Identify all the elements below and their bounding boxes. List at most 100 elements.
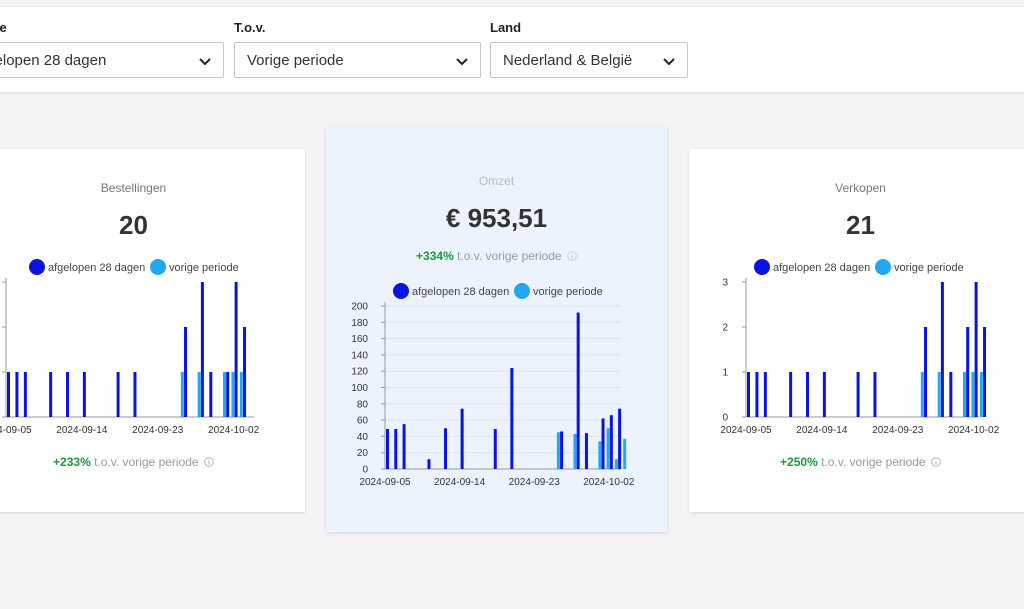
bar (15, 372, 19, 417)
x-tick-label: 2024-09-23 (509, 477, 561, 488)
chevron-down-icon (199, 58, 211, 66)
y-tick-label: 0 (722, 413, 728, 424)
compare-label: t.o.v. vorige periode (457, 249, 562, 263)
bar (386, 429, 389, 469)
bar (971, 372, 975, 417)
bar (444, 428, 448, 469)
x-tick-label: 2024-09-14 (56, 425, 108, 436)
bar (584, 433, 588, 469)
bar (755, 372, 759, 417)
bar (427, 459, 431, 469)
compare-label: t.o.v. vorige periode (821, 455, 926, 469)
info-icon[interactable] (204, 457, 214, 467)
bar (623, 438, 627, 469)
bar (747, 372, 750, 417)
select-value: Vorige periode (247, 51, 344, 69)
bar (180, 372, 184, 417)
bar (920, 372, 924, 417)
bar (243, 327, 247, 417)
bar (239, 372, 243, 417)
filter-label: Periode (0, 20, 7, 35)
bar (560, 431, 564, 469)
legend-marker (514, 283, 530, 299)
y-tick-label: 1 (722, 368, 728, 379)
compare-row: +334% t.o.v. vorige periode (326, 249, 667, 263)
info-icon[interactable] (931, 457, 941, 467)
compare-percentage: +250% (780, 455, 818, 469)
y-tick-label: 0 (362, 465, 368, 476)
bar (7, 372, 10, 417)
card-title: Omzet (478, 174, 515, 188)
select-value: Afgelopen 28 dagen (0, 51, 107, 69)
bar (82, 372, 86, 417)
bar (184, 327, 188, 417)
info-icon[interactable] (567, 251, 577, 261)
bar (962, 372, 966, 417)
x-tick-label: 2024-09-23 (132, 425, 184, 436)
filter-bar: Periode Afgelopen 28 dagen T.o.v. Vorige… (0, 7, 1024, 93)
legend-label: vorige periode (169, 262, 239, 274)
bar (789, 372, 793, 417)
x-tick-label: 2024-10-02 (583, 477, 635, 488)
y-tick-label: 80 (357, 399, 369, 410)
y-tick-label: 20 (357, 448, 369, 459)
legend-label: afgelopen 28 dagen (412, 286, 509, 298)
filter-land: Land Nederland & België (490, 19, 688, 78)
x-tick-label: 2024-09-23 (872, 425, 924, 436)
legend-marker (754, 259, 770, 275)
x-tick-label: 2024-09-05 (720, 425, 772, 436)
y-tick-label: 140 (351, 350, 368, 361)
card-value: 20 (119, 210, 148, 240)
x-tick-label: 2024-09-14 (796, 425, 848, 436)
bar (966, 327, 970, 417)
y-tick-label: 200 (351, 302, 368, 313)
x-tick-label: 2024-09-05 (0, 425, 32, 436)
bar (856, 372, 860, 417)
bar (23, 372, 27, 417)
compare-percentage: +334% (416, 249, 454, 263)
bar (222, 372, 226, 417)
filter-periode: Periode Afgelopen 28 dagen (0, 19, 224, 78)
verkopen-chart: afgelopen 28 dagen vorige periode 0 1 2 3 2024… (720, 259, 1000, 436)
bar (614, 459, 618, 469)
bar (937, 372, 941, 417)
y-tick-label: 120 (351, 367, 368, 378)
card-title: Verkopen (835, 181, 886, 195)
legend-label: vorige periode (533, 286, 603, 298)
land-select[interactable]: Nederland & België (490, 42, 688, 78)
bar (601, 418, 605, 469)
y-tick-label: 3 (722, 278, 728, 289)
select-value: Nederland & België (503, 51, 633, 69)
bar (402, 424, 406, 469)
card-value: € 953,51 (445, 203, 548, 233)
card-value: 21 (846, 210, 875, 240)
bar (983, 327, 987, 417)
bar (66, 372, 70, 417)
bar (116, 372, 120, 417)
bar (979, 372, 983, 417)
periode-select[interactable]: Afgelopen 28 dagen (0, 42, 224, 78)
card-title: Bestellingen (100, 181, 167, 195)
bar (460, 408, 464, 469)
bar (763, 372, 767, 417)
chevron-down-icon (456, 58, 468, 66)
compare-label: t.o.v. vorige periode (94, 455, 199, 469)
card-bestellingen: Bestellingen 20 afgelopen 28 dagen vorige… (0, 149, 305, 512)
y-tick-label: 180 (351, 318, 368, 329)
bar (806, 372, 810, 417)
legend-label: afgelopen 28 dagen (773, 262, 870, 274)
bar (606, 428, 610, 469)
x-tick-label: 2024-10-02 (948, 425, 1000, 436)
bar (873, 372, 877, 417)
bar (618, 408, 622, 469)
compare-row: +233% t.o.v. vorige periode (0, 455, 305, 469)
legend-marker (875, 259, 891, 275)
card-verkopen: Verkopen 21 afgelopen 28 dagen vorige per… (689, 149, 1024, 512)
tov-select[interactable]: Vorige periode (234, 42, 481, 78)
bar (598, 441, 602, 469)
bar (200, 282, 204, 417)
filter-label: T.o.v. (234, 20, 266, 35)
bar (924, 327, 928, 417)
y-tick-label: 2 (722, 323, 728, 334)
bar (133, 372, 137, 417)
